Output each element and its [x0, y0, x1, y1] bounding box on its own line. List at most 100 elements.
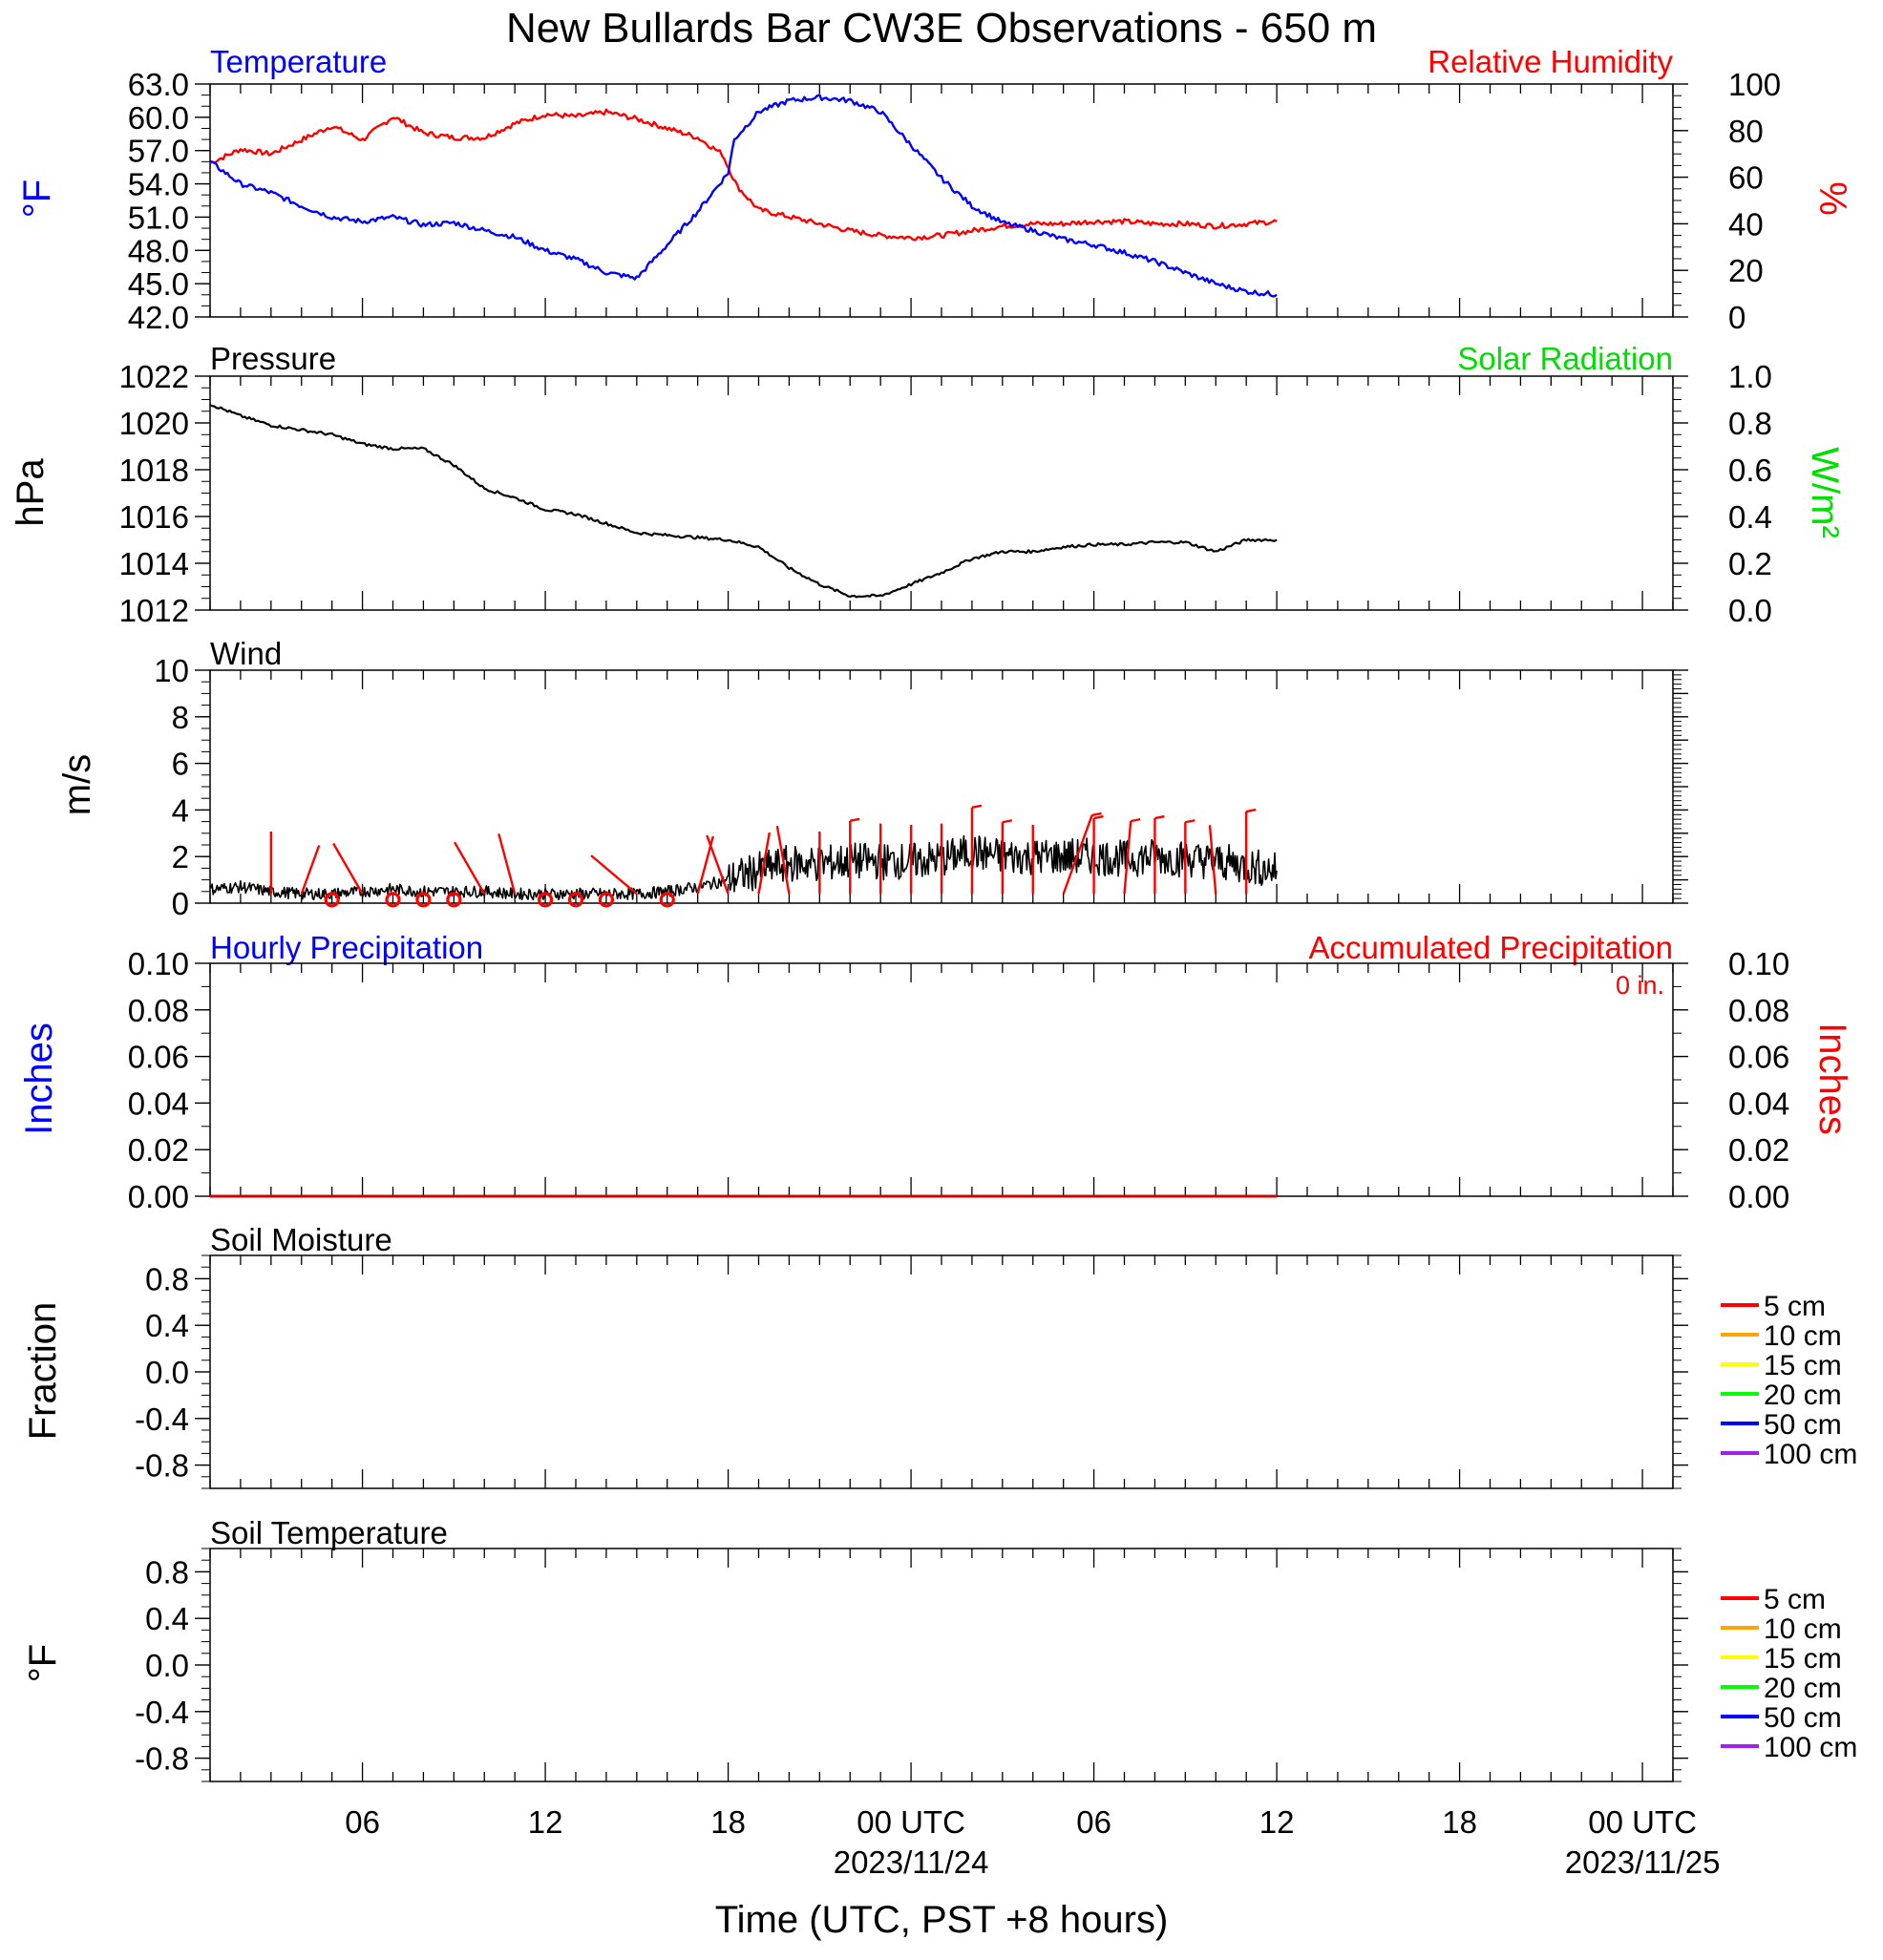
pressure-line — [209, 404, 1278, 599]
solar-right-tick-label: 1.0 — [1728, 359, 1772, 394]
wind-panel: Wind m/s 10 8 6 4 2 0 — [56, 636, 1688, 921]
x-tick-label: 18 — [710, 1804, 746, 1840]
figure-title: New Bullards Bar CW3E Observations - 650… — [506, 5, 1377, 52]
wind-title: Wind — [210, 636, 282, 671]
soil-temperature-y-tick-label: 0.4 — [145, 1601, 189, 1636]
precip-y-tick-label: 0.04 — [128, 1085, 189, 1121]
x-tick-label: 06 — [1076, 1804, 1111, 1840]
soil-temperature-frame — [209, 1548, 1674, 1782]
pressure-panel: Pressure Solar Radiation hPa W/m² 1022 10… — [10, 341, 1846, 628]
soil-temperature-title: Soil Temperature — [210, 1515, 448, 1550]
x-tick-label: 18 — [1442, 1804, 1477, 1840]
temperature-y-tick-label: 57.0 — [128, 134, 189, 169]
wind-y-tick-label: 8 — [172, 700, 189, 735]
soil-temperature-y-tick-label: -0.4 — [135, 1695, 189, 1730]
precip-frame — [209, 962, 1674, 1197]
wind-barb — [300, 845, 321, 895]
soil-temperature-panel: Soil Temperature °F 0.8 0.4 0.0 -0.4 -0.8 5 c… — [22, 1515, 1857, 1782]
precip-y-tick-label: 0.10 — [128, 946, 189, 981]
accumulated-precip-unit: Inches — [1811, 1022, 1853, 1135]
wind-barb-flag — [850, 817, 860, 823]
soil-moisture-panel: Soil Moisture Fraction 0.8 0.4 0.0 -0.4 -0.8… — [22, 1222, 1857, 1489]
temperature-panel: Temperature Relative Humidity °F % 63.06… — [16, 44, 1853, 335]
x-tick-label: 12 — [1259, 1804, 1295, 1840]
calm-wind-marker — [659, 892, 675, 908]
accumulated-precipitation-title: Accumulated Precipitation — [1308, 930, 1673, 965]
temperature-y-tick-label: 60.0 — [128, 100, 189, 136]
solar-right-tick-label: 0.2 — [1728, 546, 1772, 581]
soil-moisture-y-tick-label: 0.8 — [145, 1261, 189, 1296]
soil-temperature-y-tick-label: 0.0 — [145, 1648, 189, 1683]
soil-moisture-legend-label: 100 cm — [1764, 1439, 1857, 1470]
temperature-title: Temperature — [210, 44, 387, 79]
x-tick-label: 00 UTC — [857, 1804, 965, 1840]
wind-barb-flag — [971, 804, 983, 810]
pressure-y-tick-label: 1012 — [119, 593, 189, 628]
soil-moisture-y-tick-label: -0.8 — [135, 1448, 189, 1484]
soil-moisture-legend-label: 10 cm — [1764, 1320, 1842, 1352]
temperature-line — [209, 94, 1278, 298]
humidity-right-tick-label: 60 — [1728, 160, 1764, 196]
temperature-unit: °F — [16, 179, 58, 218]
soil-moisture-y-tick-label: -0.4 — [135, 1402, 189, 1437]
calm-wind-marker — [446, 892, 462, 908]
wind-y-tick-label: 4 — [172, 792, 189, 828]
wind-y-tick-label: 0 — [172, 886, 189, 921]
wind-barb-flag — [1154, 814, 1165, 820]
hourly-precip-unit: Inches — [18, 1022, 60, 1135]
solar-radiation-title: Solar Radiation — [1457, 341, 1673, 376]
temperature-y-tick-label: 42.0 — [128, 300, 189, 335]
temperature-y-tick-label: 45.0 — [128, 266, 189, 302]
soil-temperature-legend-label: 20 cm — [1764, 1673, 1842, 1704]
precipitation-panel: Hourly Precipitation Accumulated Precipi… — [18, 930, 1853, 1214]
temperature-y-tick-label: 48.0 — [128, 233, 189, 268]
accum-right-tick-label: 0.04 — [1728, 1085, 1789, 1121]
wind-barb — [775, 825, 791, 895]
solar-radiation-unit: W/m² — [1804, 447, 1846, 538]
pressure-y-tick-label: 1020 — [119, 406, 189, 441]
wind-barb-flag — [1093, 814, 1104, 820]
soil-moisture-title: Soil Moisture — [210, 1222, 392, 1257]
accum-right-tick-label: 0.00 — [1728, 1179, 1789, 1214]
humidity-unit: % — [1811, 181, 1853, 216]
solar-right-tick-label: 0.4 — [1728, 499, 1772, 535]
accum-right-tick-label: 0.06 — [1728, 1040, 1789, 1075]
humidity-right-tick-label: 40 — [1728, 206, 1764, 242]
soil-temperature-legend-label: 50 cm — [1764, 1702, 1842, 1734]
soil-temperature-legend-label: 100 cm — [1764, 1732, 1857, 1763]
wind-barb — [332, 842, 364, 895]
x-tick-label: 06 — [345, 1804, 380, 1840]
wind-unit: m/s — [56, 754, 98, 815]
calm-wind-marker — [385, 892, 401, 908]
soil-moisture-y-tick-label: 0.4 — [145, 1308, 189, 1343]
humidity-right-tick-label: 20 — [1728, 253, 1764, 288]
calm-wind-marker — [598, 892, 615, 908]
pressure-y-tick-label: 1022 — [119, 359, 189, 394]
wind-barb — [1123, 821, 1132, 895]
pressure-y-tick-label: 1016 — [119, 499, 189, 535]
accum-right-tick-label: 0.02 — [1728, 1132, 1789, 1168]
wind-y-tick-label: 2 — [172, 839, 189, 875]
accum-right-tick-label: 0.10 — [1728, 946, 1789, 981]
humidity-right-tick-label: 100 — [1728, 67, 1781, 102]
wind-y-tick-label: 10 — [154, 653, 189, 688]
calm-wind-marker — [567, 892, 584, 908]
wind-barb-flag — [1130, 817, 1141, 823]
soil-moisture-y-tick-label: 0.0 — [145, 1355, 189, 1390]
humidity-right-tick-label: 80 — [1728, 114, 1764, 149]
hourly-precipitation-title: Hourly Precipitation — [210, 930, 483, 965]
temperature-y-tick-label: 51.0 — [128, 200, 189, 235]
pressure-title: Pressure — [210, 341, 336, 376]
soil-moisture-frame — [209, 1254, 1674, 1489]
wind-barb — [757, 832, 772, 895]
humidity-line — [209, 108, 1278, 242]
soil-temperature-y-tick-label: 0.8 — [145, 1554, 189, 1590]
soil-temperature-legend-label: 5 cm — [1764, 1584, 1826, 1615]
precip-y-tick-label: 0.08 — [128, 993, 189, 1028]
temperature-y-tick-label: 63.0 — [128, 67, 189, 102]
wind-barb — [1208, 825, 1217, 895]
calm-wind-marker — [537, 892, 554, 908]
wind-barb — [454, 841, 486, 895]
pressure-y-tick-label: 1014 — [119, 546, 189, 581]
wind-barb — [706, 834, 730, 895]
